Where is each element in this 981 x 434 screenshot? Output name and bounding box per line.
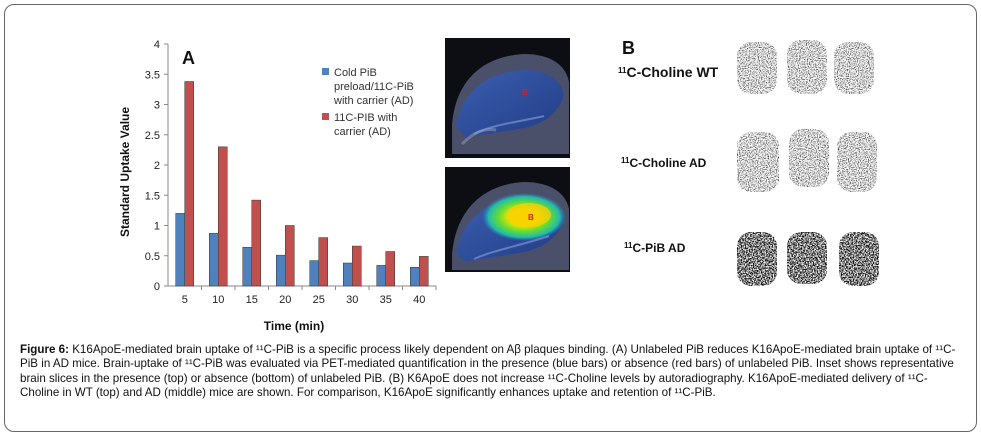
y-tick-label: 2 (154, 160, 160, 172)
y-tick-label: 0 (154, 281, 160, 293)
y-axis: 0 0.5 1 1.5 2 2.5 3 3.5 4 (145, 39, 169, 293)
brain-slice (737, 42, 777, 94)
bar-red-30 (352, 245, 362, 287)
x-tick-label: 15 (246, 294, 258, 306)
row-label-choline-ad: 11C-Choline AD (621, 156, 707, 170)
legend-swatch-blue (322, 68, 329, 75)
bar-red-25 (318, 237, 328, 287)
brain-slice (834, 42, 874, 94)
brain-slice (787, 232, 827, 284)
y-tick-label: 2.5 (145, 130, 160, 142)
caption-text: K16ApoE-mediated brain uptake of ¹¹C-PiB… (20, 343, 956, 400)
legend-swatch-red (322, 113, 329, 120)
figure-caption: Figure 6: K16ApoE-mediated brain uptake … (20, 343, 960, 401)
inset-label-bottom: B (528, 213, 534, 222)
bar-red-15 (251, 199, 261, 287)
bar-blue-15 (242, 247, 252, 287)
legend-text-line: carrier (AD) (334, 126, 391, 138)
legend-text-line: preload/11C-PiB (334, 81, 414, 93)
inset-pet-bottom: B (445, 167, 570, 272)
brain-slice (839, 232, 879, 286)
bar-blue-30 (343, 262, 353, 287)
legend-text-line: 11C-PIB with (334, 112, 397, 124)
y-axis-title: Standard Uptake Value (118, 107, 132, 237)
brain-slice (789, 129, 829, 187)
autoradiograph-choline-ad (737, 129, 877, 192)
x-tick-label: 30 (346, 294, 358, 306)
y-tick-label: 0.5 (145, 251, 160, 263)
row-label-choline-wt: 11C-Choline WT (618, 64, 719, 80)
row-label-pib-ad: 11C-PiB AD (624, 241, 686, 255)
y-tick-label: 1.5 (145, 190, 160, 202)
x-axis-title: Time (min) (264, 319, 324, 333)
bar-blue-35 (376, 265, 386, 287)
y-tick-label: 3 (154, 100, 160, 112)
panel-letter-a: A (182, 48, 195, 68)
brain-slice (787, 40, 827, 94)
inset-pet-top: B (445, 38, 570, 158)
panel-b: B 11C-Choline WT 11C-Choline AD 11C-PiB … (618, 38, 879, 286)
brain-slice (737, 132, 779, 192)
bar-chart: 0 0.5 1 1.5 2 2.5 3 3.5 4 5 10 15 20 25 30 35 40 A Stan… (118, 39, 437, 333)
bar-blue-40 (410, 266, 420, 287)
legend: Cold PiB preload/11C-PiB with carrier (A… (322, 67, 414, 138)
brain-slice (737, 232, 777, 286)
brain-slice (837, 132, 877, 192)
x-tick-label: 5 (182, 294, 188, 306)
figure-panels: 0 0.5 1 1.5 2 2.5 3 3.5 4 5 10 15 20 25 30 35 40 A Stan… (118, 38, 879, 333)
autoradiograph-pib-ad (737, 232, 879, 286)
caption-label: Figure 6: (20, 343, 69, 356)
x-tick-label: 35 (380, 294, 392, 306)
x-tick-label: 25 (313, 294, 325, 306)
inset-label-top: B (522, 88, 528, 97)
legend-text-line: with carrier (AD) (333, 95, 413, 107)
autoradiograph-choline-wt (737, 40, 874, 94)
legend-text-line: Cold PiB (334, 67, 377, 79)
x-tick-label: 40 (413, 294, 425, 306)
y-tick-label: 3.5 (145, 69, 160, 81)
panel-letter-b: B (622, 38, 635, 58)
bar-red-35 (385, 251, 395, 287)
x-axis: 5 10 15 20 25 30 35 40 (168, 285, 437, 306)
bar-blue-5 (175, 213, 185, 287)
x-tick-label: 10 (212, 294, 224, 306)
x-tick-label: 20 (279, 294, 291, 306)
bar-blue-20 (276, 254, 286, 287)
y-tick-label: 1 (154, 221, 160, 233)
bar-red-40 (419, 256, 429, 287)
bar-red-10 (218, 146, 228, 287)
bars (175, 81, 429, 287)
bar-red-20 (285, 225, 295, 287)
bar-blue-10 (209, 233, 219, 287)
bar-red-5 (184, 81, 194, 287)
y-tick-label: 4 (154, 39, 160, 51)
bar-blue-25 (309, 260, 319, 287)
